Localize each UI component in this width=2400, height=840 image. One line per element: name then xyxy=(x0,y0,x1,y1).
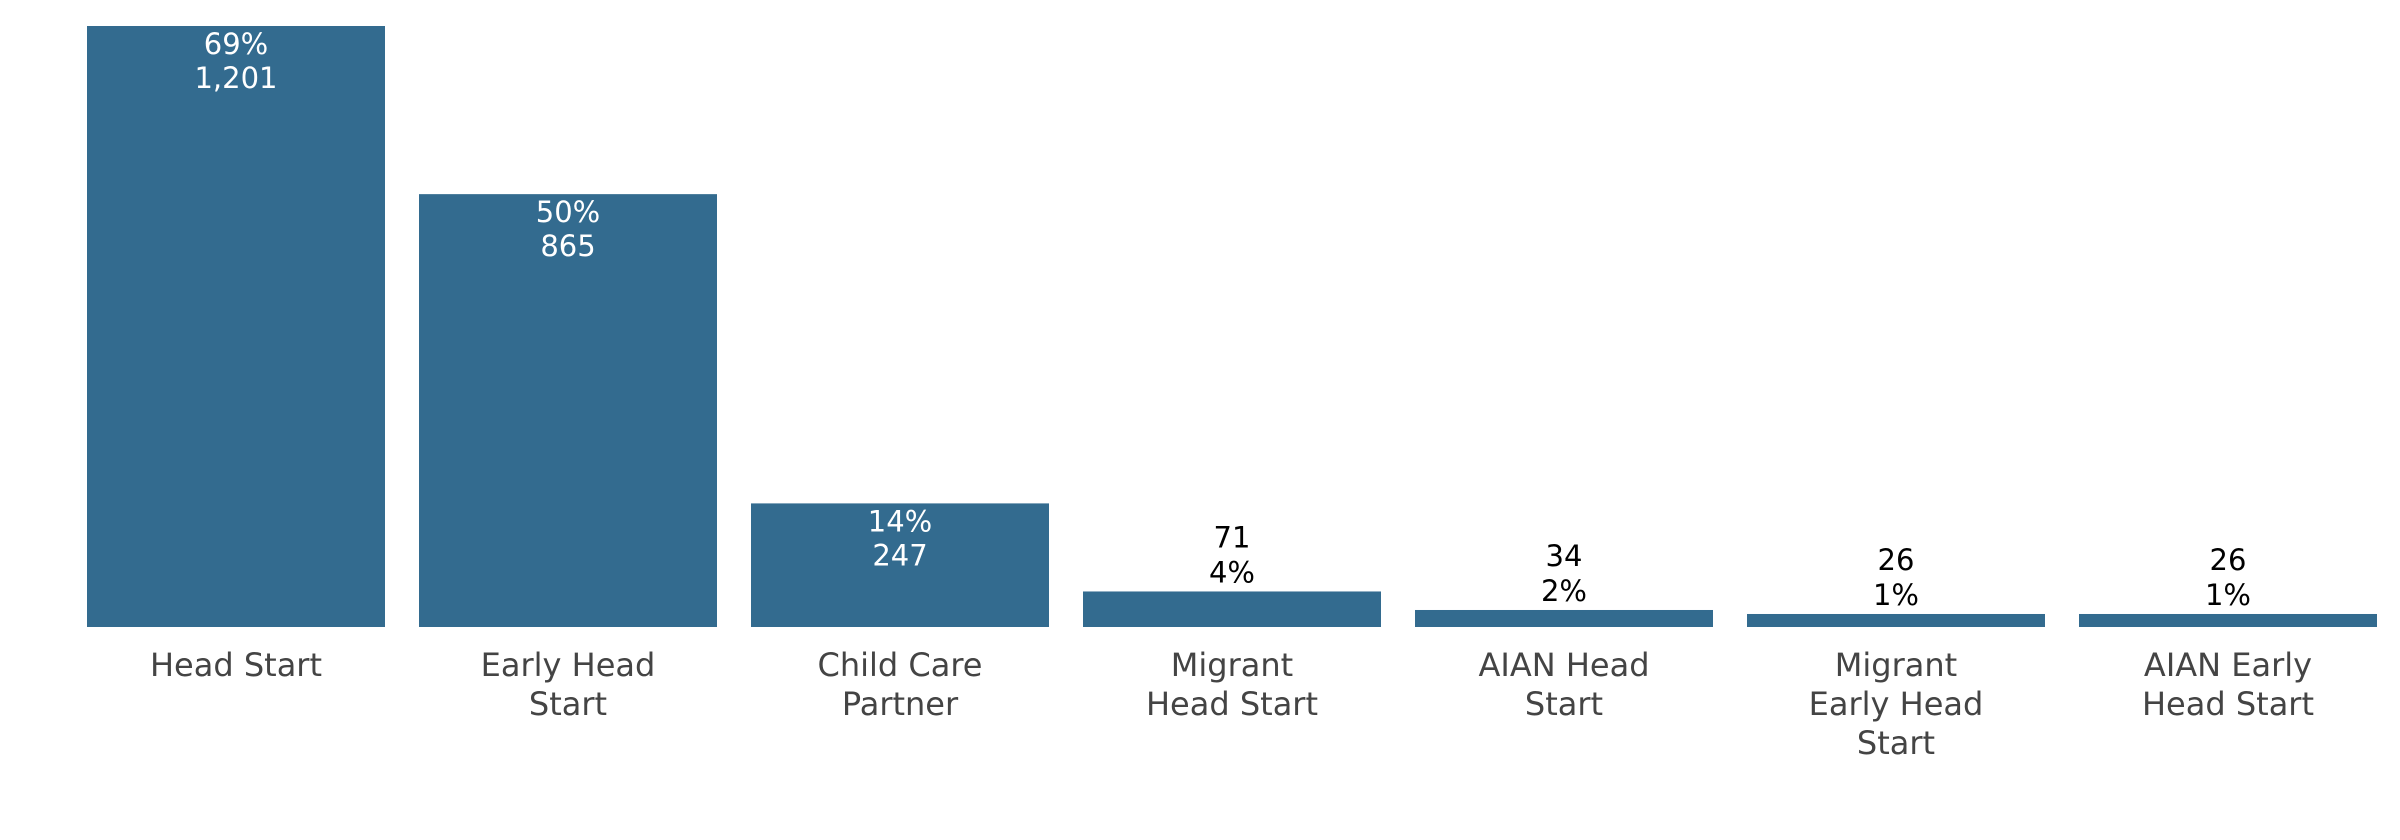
data-label: 50% xyxy=(536,195,600,229)
bar xyxy=(751,503,1049,627)
bar xyxy=(87,26,385,627)
x-tick-label: AIAN Early xyxy=(2144,646,2312,684)
bar xyxy=(419,194,717,627)
data-label: 1,201 xyxy=(194,61,277,95)
x-tick-label: Start xyxy=(529,685,607,723)
bar xyxy=(2079,613,2377,627)
data-label: 865 xyxy=(540,229,595,263)
x-tick-label: Partner xyxy=(842,685,959,723)
x-tick-label: Start xyxy=(1857,724,1935,762)
x-tick-label: AIAN Head xyxy=(1479,646,1650,684)
bar xyxy=(1415,609,1713,627)
data-label: 4% xyxy=(1209,555,1255,589)
data-label: 71 xyxy=(1214,520,1251,554)
data-label: 14% xyxy=(868,504,932,538)
data-label: 2% xyxy=(1541,574,1587,608)
bar xyxy=(1747,613,2045,627)
data-label: 1% xyxy=(2205,578,2251,612)
x-tick-label: Migrant xyxy=(1171,646,1293,684)
bar xyxy=(1083,591,1381,627)
x-tick-label: Head Start xyxy=(2142,685,2314,723)
data-label: 26 xyxy=(2210,543,2247,577)
data-label: 69% xyxy=(204,27,268,61)
x-tick-label: Head Start xyxy=(1146,685,1318,723)
x-tick-label: Start xyxy=(1525,685,1603,723)
x-tick-label: Head Start xyxy=(150,646,322,684)
x-tick-label: Migrant xyxy=(1835,646,1957,684)
x-tick-label: Early Head xyxy=(481,646,656,684)
data-label: 26 xyxy=(1878,543,1915,577)
x-tick-label: Early Head xyxy=(1809,685,1984,723)
data-label: 247 xyxy=(872,538,927,572)
data-label: 1% xyxy=(1873,578,1919,612)
x-tick-label: Child Care xyxy=(818,646,983,684)
data-label: 34 xyxy=(1546,539,1583,573)
